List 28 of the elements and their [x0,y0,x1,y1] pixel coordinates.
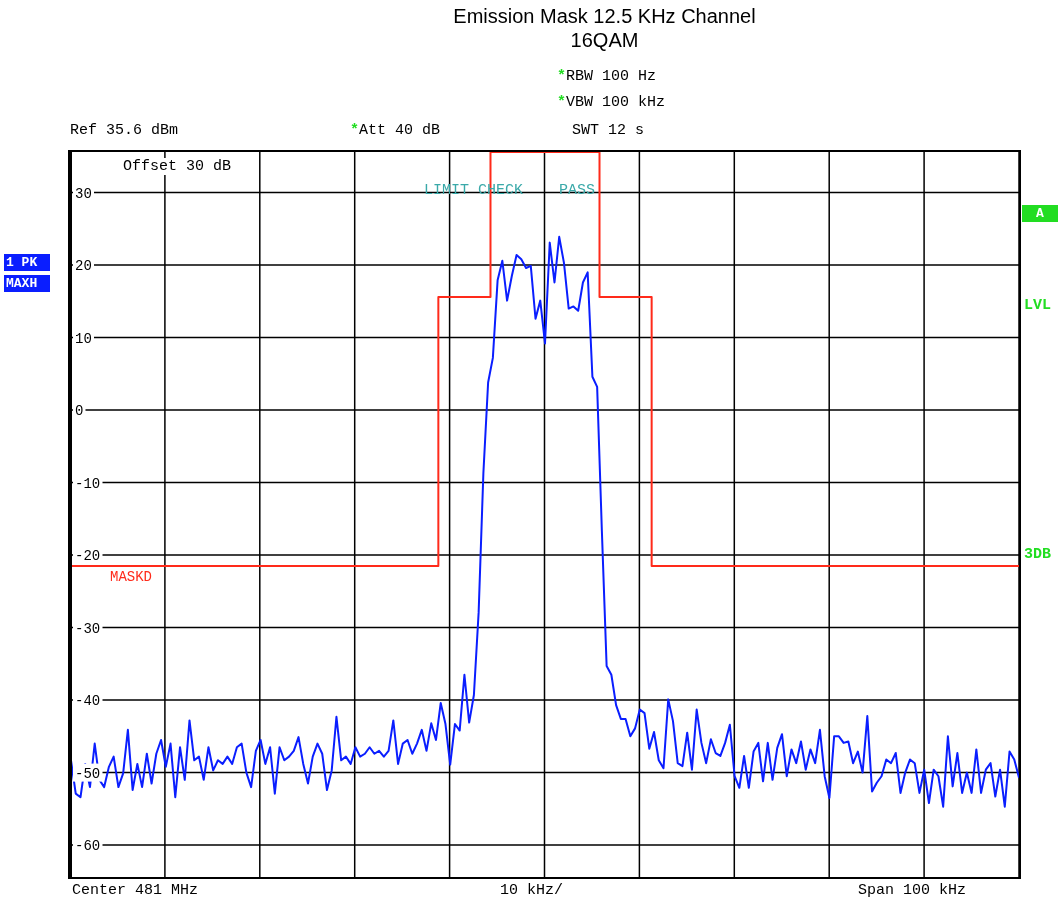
y-tick-label: -60 [75,838,101,855]
text: 1 PK [4,254,50,271]
y-tick-label: 10 [75,330,92,347]
y-tick-label: -50 [75,765,101,782]
text: Span 100 kHz [858,882,967,899]
text: MAXH [4,275,50,292]
text: *VBW 100 kHz [557,94,666,111]
series-label: MASKD [110,568,153,585]
text: 10 kHz/ [500,882,564,899]
text: Ref 35.6 dBm [70,122,179,139]
text: 3DB [1024,546,1052,563]
text: *Att 40 dB [350,122,441,139]
line-series [71,235,1019,808]
y-tick-label: 0 [75,403,84,420]
text: LVL [1024,297,1052,314]
y-tick-label: -30 [75,620,101,637]
text: *RBW 100 Hz [557,68,657,85]
chart-subtitle: 16QAM [569,28,640,52]
y-tick-label: -40 [75,693,101,710]
text: A [1022,205,1058,222]
y-tick-label: 30 [75,185,92,202]
text: SWT 12 s [572,122,645,139]
text: Center 481 MHz [72,882,199,899]
chart-title: Emission Mask 12.5 KHz Channel [452,4,757,28]
y-tick-label: 20 [75,258,92,275]
annotation: Offset 30 dB [121,158,234,175]
y-tick-label: -20 [75,548,101,565]
y-tick-label: -10 [75,475,101,492]
